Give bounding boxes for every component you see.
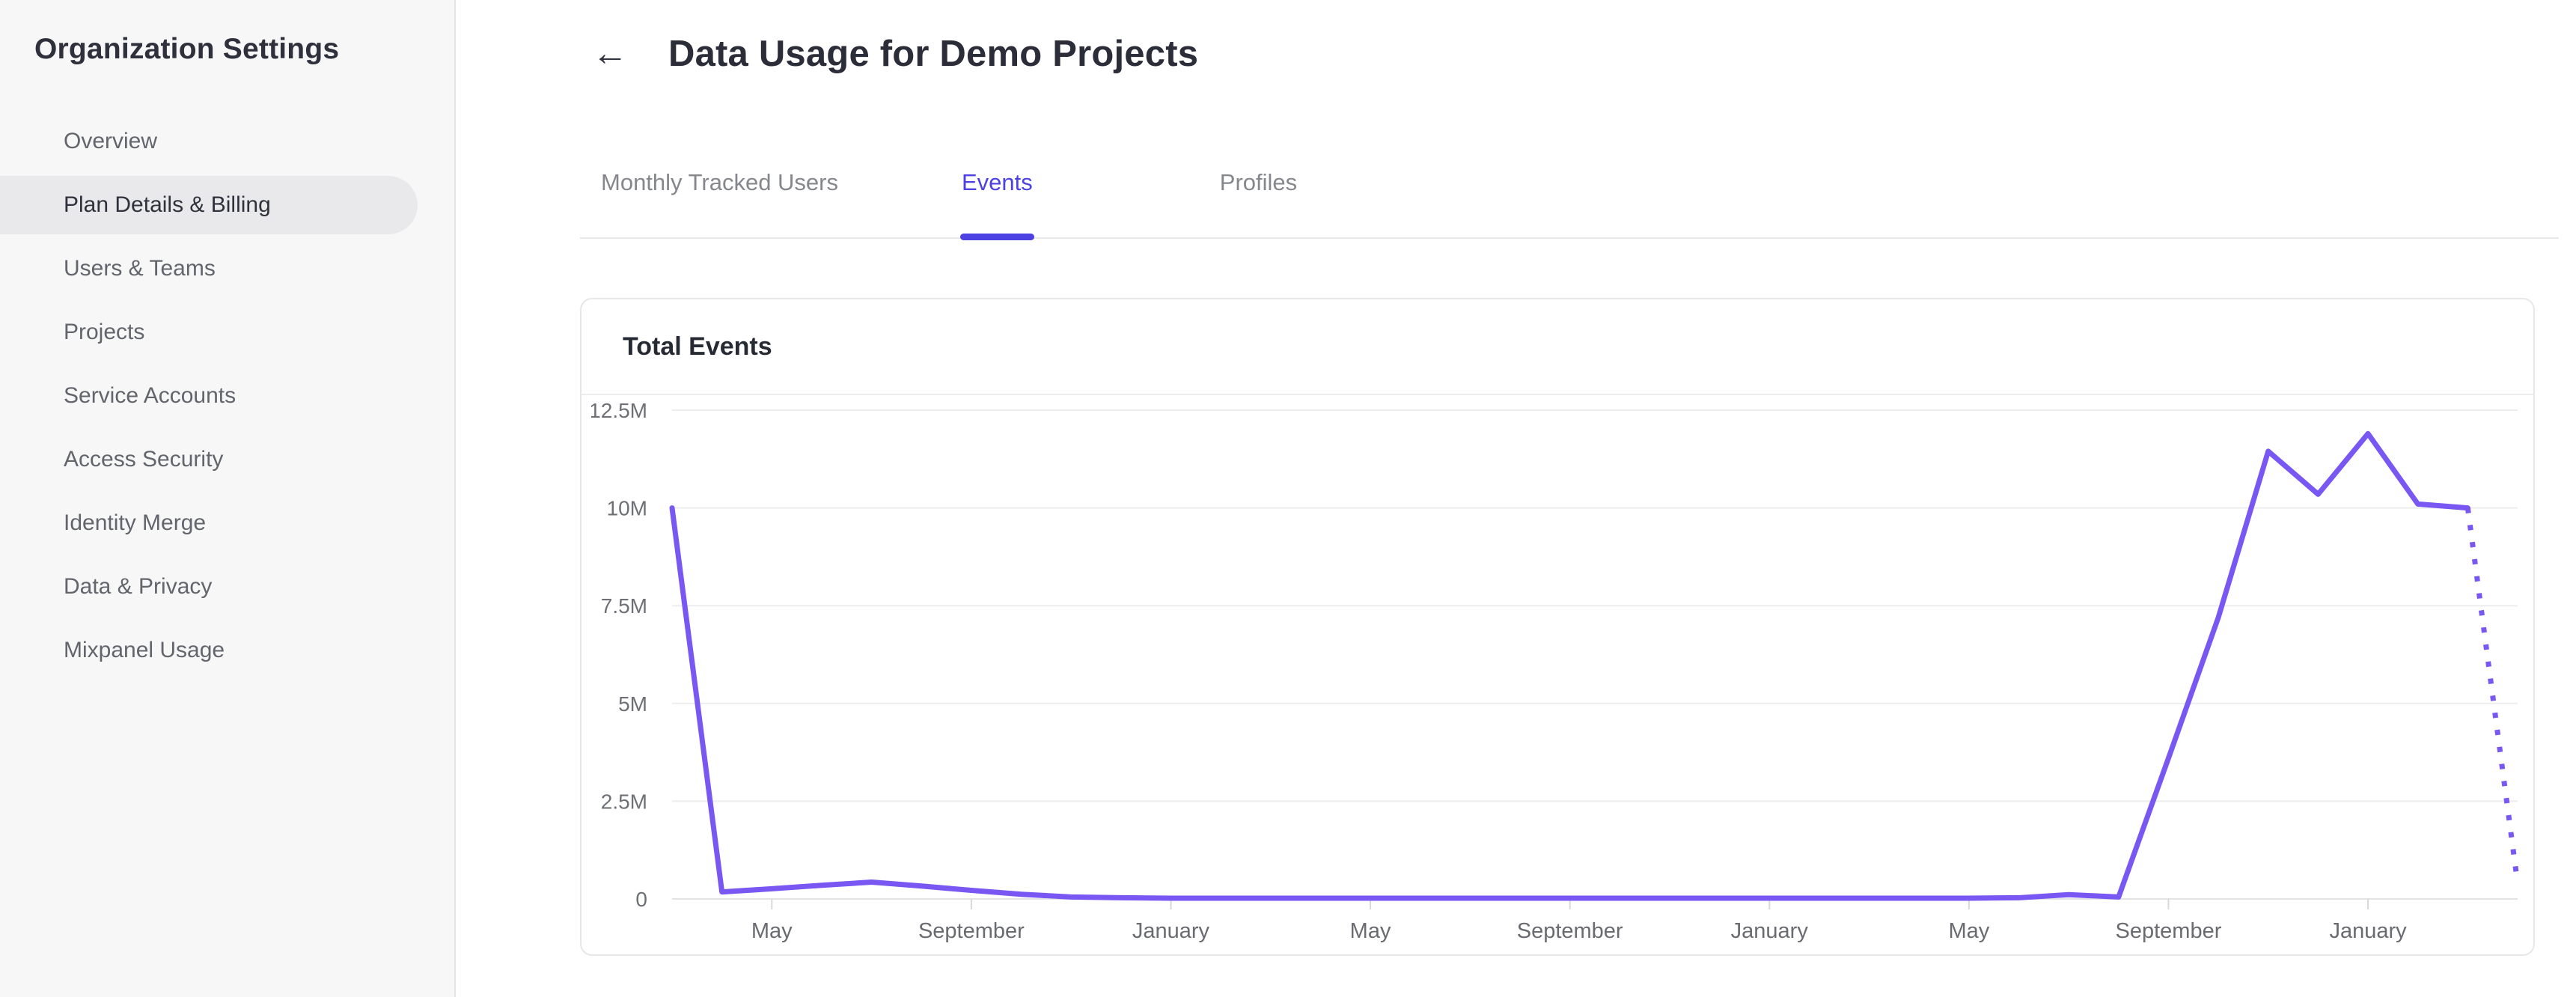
- y-axis-label: 10M: [607, 497, 647, 520]
- sidebar-item-overview[interactable]: Overview: [64, 129, 158, 153]
- tab-events[interactable]: Events: [960, 169, 1034, 240]
- x-axis-label: September: [918, 919, 1025, 943]
- total-events-card: Total Events 0 2.5M 5M 7.5M 10M 12.5M May Septe…: [580, 298, 2535, 956]
- y-axis-label: 2.5M: [601, 790, 647, 813]
- sidebar-item-plan-details-billing[interactable]: Plan Details & Billing: [0, 176, 418, 234]
- y-axis-label: 7.5M: [601, 594, 647, 618]
- sidebar-item-access-security[interactable]: Access Security: [64, 447, 224, 472]
- sidebar-item-service-accounts[interactable]: Service Accounts: [64, 383, 236, 408]
- total-events-line[interactable]: [669, 430, 2470, 901]
- y-axis-label: 12.5M: [591, 399, 647, 422]
- sidebar-item-data-privacy[interactable]: Data & Privacy: [64, 574, 213, 599]
- sidebar-item-identity-merge[interactable]: Identity Merge: [64, 510, 207, 535]
- card-title: Total Events: [623, 332, 772, 361]
- y-axis-label: 0: [635, 888, 647, 911]
- x-axis-label: September: [2116, 919, 2222, 943]
- back-arrow-icon[interactable]: ←: [587, 31, 632, 76]
- page-title: Data Usage for Demo Projects: [668, 34, 1199, 74]
- tab-monthly-tracked-users[interactable]: Monthly Tracked Users: [601, 169, 838, 195]
- x-axis-label: May: [1350, 919, 1391, 943]
- sidebar-item-projects[interactable]: Projects: [64, 320, 145, 344]
- x-axis-label: January: [1731, 919, 1809, 943]
- y-axis-label: 5M: [618, 692, 647, 716]
- x-axis-label: January: [1132, 919, 1210, 943]
- page-header: ← Data Usage for Demo Projects: [580, 28, 1198, 79]
- main-content: ← Data Usage for Demo Projects Monthly T…: [456, 0, 2576, 997]
- chart-area: 0 2.5M 5M 7.5M 10M 12.5M May September January Ma…: [589, 399, 2526, 949]
- organization-settings-sidebar: Organization Settings Overview Plan Deta…: [0, 0, 456, 997]
- tab-profiles[interactable]: Profiles: [1219, 169, 1298, 195]
- total-events-projection-line[interactable]: [2464, 507, 2521, 884]
- card-header: Total Events: [582, 299, 2533, 395]
- x-axis-label: September: [1517, 919, 1623, 943]
- usage-tabs: Monthly Tracked Users Events Profiles: [580, 142, 2559, 240]
- x-axis-label: May: [751, 919, 793, 943]
- x-axis-label: May: [1948, 919, 1989, 943]
- sidebar-item-mixpanel-usage[interactable]: Mixpanel Usage: [64, 638, 225, 662]
- sidebar-nav: Overview Plan Details & Billing Users & …: [0, 112, 454, 680]
- x-axis-label: January: [2329, 919, 2407, 943]
- sidebar-item-users-teams[interactable]: Users & Teams: [64, 256, 216, 281]
- sidebar-title: Organization Settings: [34, 33, 340, 65]
- events-chart: 0 2.5M 5M 7.5M 10M 12.5M May September January Ma…: [589, 399, 2521, 943]
